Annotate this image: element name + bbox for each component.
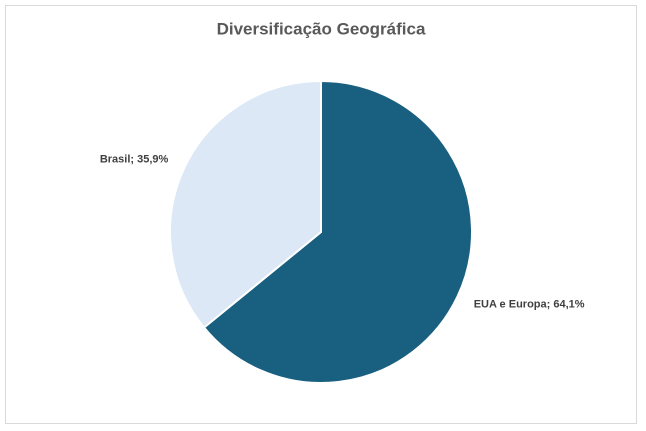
data-label: EUA e Europa; 64,1% [474,298,585,310]
pie-slice [169,79,322,329]
chart-title: Diversificação Geográfica [217,19,426,38]
data-label: Brasil; 35,9% [100,153,169,165]
pie-slice [202,79,473,384]
